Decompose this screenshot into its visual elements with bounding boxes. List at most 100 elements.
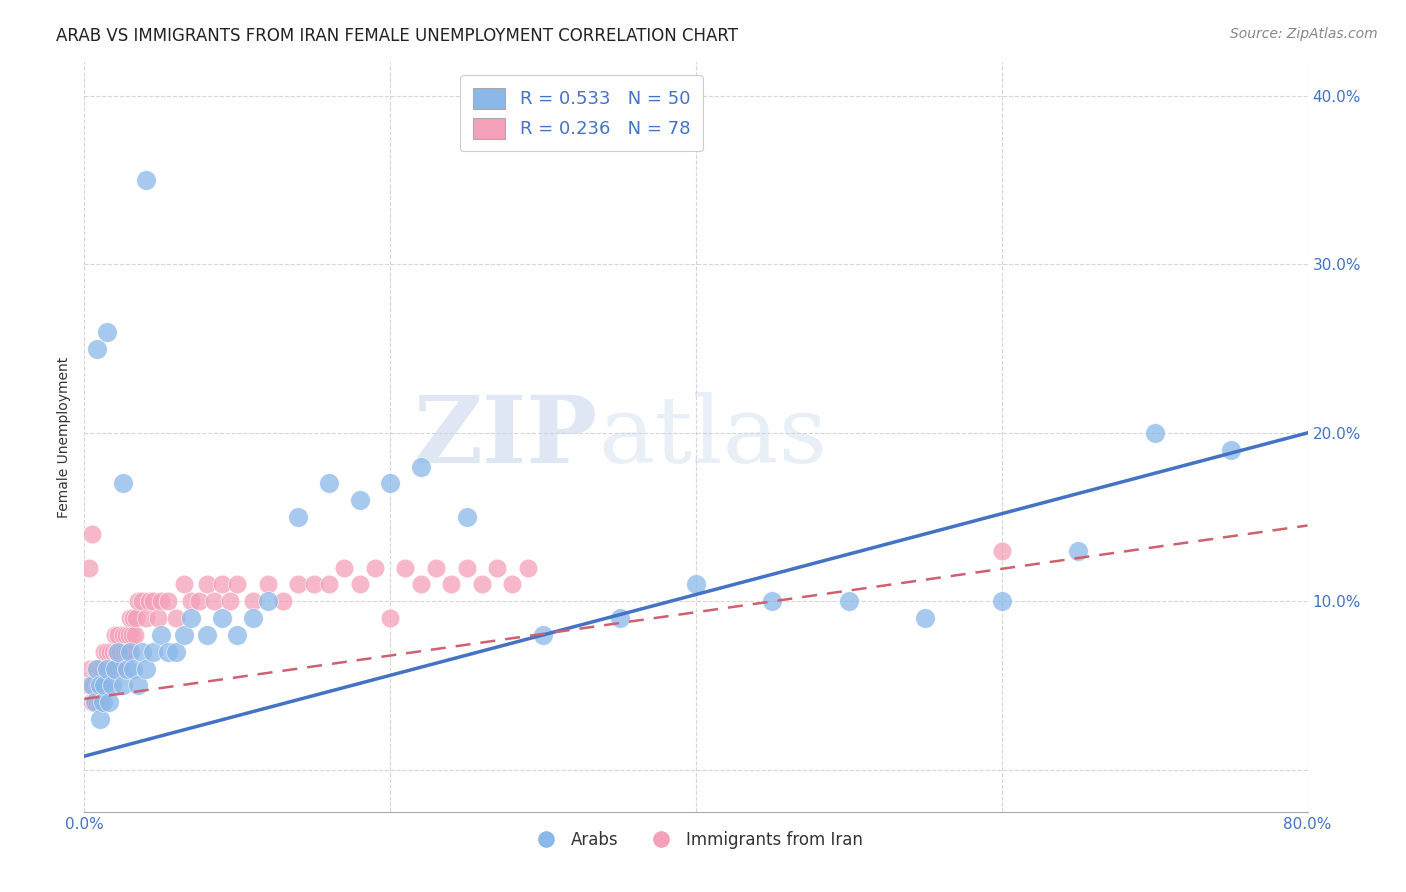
Point — [486, 560, 509, 574]
Point — [165, 611, 187, 625]
Point — [80, 678, 103, 692]
Text: ARAB VS IMMIGRANTS FROM IRAN FEMALE UNEMPLOYMENT CORRELATION CHART: ARAB VS IMMIGRANTS FROM IRAN FEMALE UNEM… — [56, 27, 738, 45]
Point — [226, 628, 249, 642]
Point — [105, 645, 128, 659]
Point — [516, 560, 538, 574]
Point — [110, 662, 132, 676]
Point — [84, 695, 107, 709]
Point — [318, 577, 340, 591]
Point — [91, 695, 114, 709]
Point — [271, 594, 294, 608]
Point — [84, 662, 107, 676]
Point — [111, 678, 134, 692]
Point — [79, 662, 101, 676]
Point — [122, 611, 145, 625]
Point — [93, 645, 115, 659]
Point — [80, 695, 103, 709]
Point — [94, 662, 117, 676]
Point — [89, 695, 111, 709]
Point — [195, 577, 218, 591]
Point — [90, 678, 112, 692]
Point — [127, 594, 149, 608]
Point — [257, 577, 280, 591]
Point — [409, 459, 432, 474]
Point — [838, 594, 860, 608]
Point — [165, 645, 187, 659]
Point — [125, 611, 148, 625]
Point — [111, 628, 134, 642]
Point — [97, 695, 120, 709]
Point — [991, 594, 1014, 608]
Point — [120, 611, 142, 625]
Point — [89, 712, 111, 726]
Point — [80, 527, 103, 541]
Point — [409, 577, 432, 591]
Point — [98, 645, 121, 659]
Point — [131, 645, 153, 659]
Point — [211, 577, 233, 591]
Point — [202, 594, 225, 608]
Point — [135, 173, 157, 187]
Point — [287, 510, 309, 524]
Point — [96, 645, 118, 659]
Y-axis label: Female Unemployment: Female Unemployment — [58, 357, 72, 517]
Point — [114, 628, 136, 642]
Point — [364, 560, 387, 574]
Point — [127, 678, 149, 692]
Point — [96, 325, 118, 339]
Point — [502, 577, 524, 591]
Point — [218, 594, 240, 608]
Point — [380, 476, 402, 491]
Point — [111, 476, 134, 491]
Point — [531, 628, 554, 642]
Text: atlas: atlas — [598, 392, 827, 482]
Point — [287, 577, 309, 591]
Point — [84, 695, 107, 709]
Point — [257, 594, 280, 608]
Point — [1143, 425, 1166, 440]
Point — [96, 662, 118, 676]
Point — [157, 645, 180, 659]
Point — [86, 695, 108, 709]
Text: ZIP: ZIP — [413, 392, 598, 482]
Point — [77, 560, 100, 574]
Point — [914, 611, 936, 625]
Point — [456, 510, 478, 524]
Point — [80, 678, 103, 692]
Point — [104, 628, 127, 642]
Point — [91, 678, 114, 692]
Point — [142, 594, 165, 608]
Point — [349, 577, 371, 591]
Point — [135, 611, 157, 625]
Point — [122, 662, 145, 676]
Point — [1220, 442, 1243, 457]
Point — [195, 628, 218, 642]
Point — [173, 628, 195, 642]
Point — [440, 577, 463, 591]
Point — [89, 662, 111, 676]
Point — [157, 594, 180, 608]
Point — [149, 594, 172, 608]
Point — [86, 678, 108, 692]
Point — [425, 560, 447, 574]
Point — [93, 678, 115, 692]
Point — [380, 611, 402, 625]
Point — [101, 662, 124, 676]
Point — [83, 678, 105, 692]
Point — [120, 645, 142, 659]
Point — [609, 611, 631, 625]
Point — [91, 662, 114, 676]
Point — [242, 611, 264, 625]
Point — [302, 577, 325, 591]
Text: Source: ZipAtlas.com: Source: ZipAtlas.com — [1230, 27, 1378, 41]
Point — [471, 577, 494, 591]
Point — [115, 645, 138, 659]
Point — [124, 628, 146, 642]
Point — [761, 594, 783, 608]
Point — [118, 628, 141, 642]
Point — [97, 662, 120, 676]
Point — [333, 560, 356, 574]
Point — [115, 662, 138, 676]
Point — [101, 678, 124, 692]
Point — [456, 560, 478, 574]
